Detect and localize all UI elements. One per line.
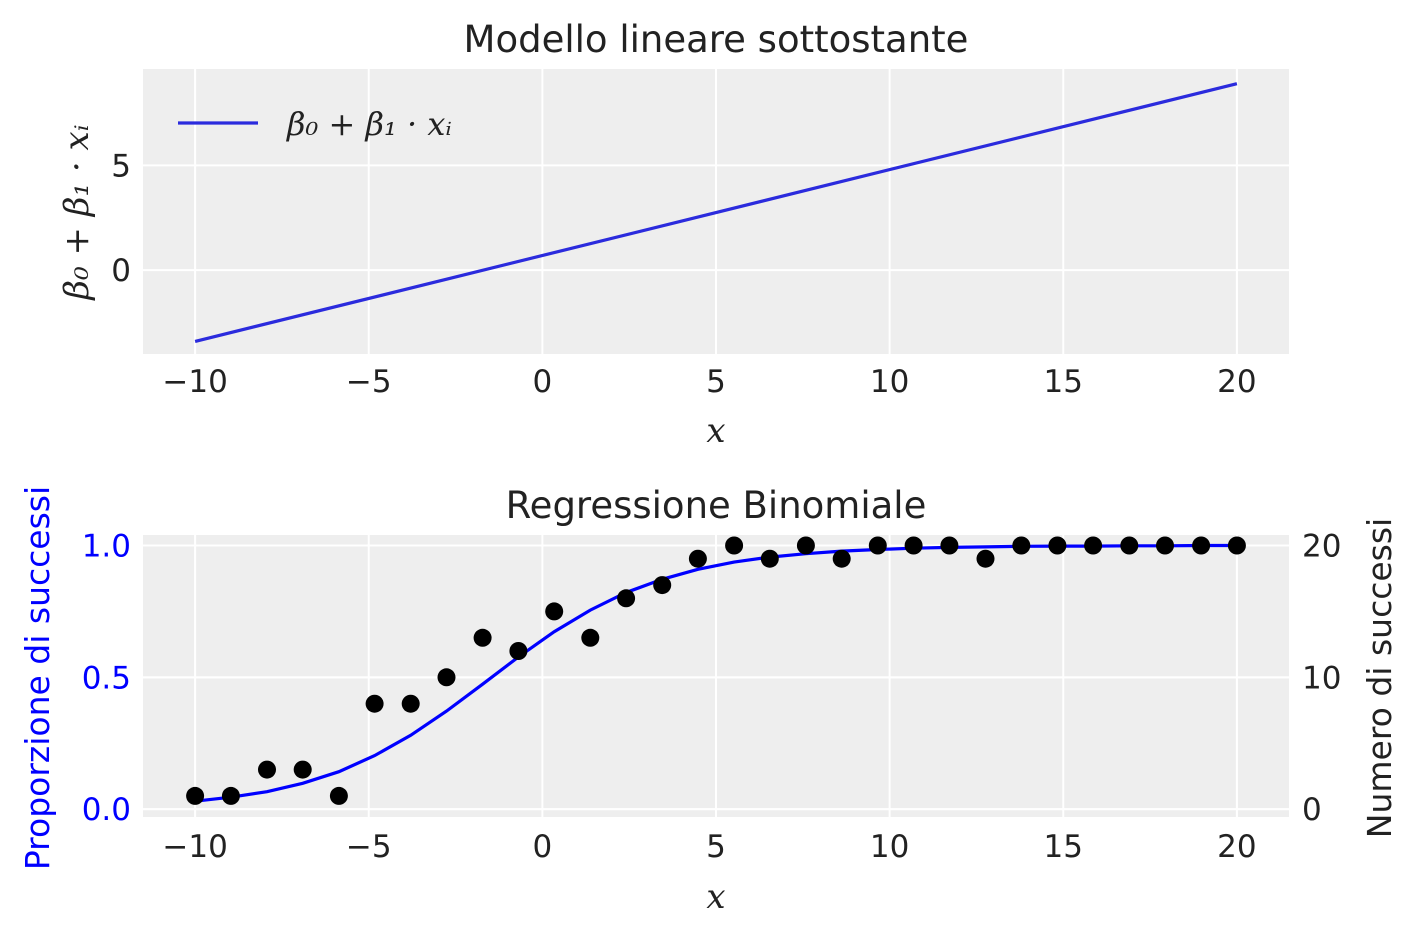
top-grid (143, 69, 1289, 354)
bottom-right-y-label: Numero di successi (1360, 518, 1399, 838)
top-panel: −10 −5 0 5 10 15 20 05 Modello lineare sottost… (57, 18, 1289, 451)
success-count-point (437, 668, 456, 687)
success-count-point (868, 536, 887, 555)
success-count-point (473, 628, 492, 647)
bottom-x-tick-labels: −10 −5 0 5 10 15 20 (162, 829, 1256, 865)
success-count-point (581, 628, 600, 647)
success-count-point (976, 549, 995, 568)
success-count-point (832, 549, 851, 568)
success-count-point (617, 589, 636, 608)
bottom-x-label: x (706, 877, 725, 917)
success-count-point (1084, 536, 1103, 555)
bottom-title: Regressione Binomiale (506, 484, 927, 527)
top-x-tick-label: −5 (346, 364, 392, 400)
success-count-point (1120, 536, 1139, 555)
top-y-tick-label: 0 (111, 253, 131, 289)
bottom-left-y-tick-label: 1.0 (82, 529, 131, 565)
top-line-series (194, 82, 1238, 343)
bottom-left-y-tick-label: 0.0 (82, 792, 131, 828)
top-x-tick-label: 20 (1217, 364, 1256, 400)
success-count-point (1048, 536, 1067, 555)
bottom-right-y-tick-label: 0 (1302, 792, 1322, 828)
bottom-right-y-tick-label: 10 (1302, 660, 1341, 696)
top-x-tick-label: 10 (870, 364, 909, 400)
success-count-point (653, 576, 672, 595)
success-count-point (725, 536, 744, 555)
success-count-point (1192, 536, 1211, 555)
bottom-right-y-tick-labels: 0 10 20 (1302, 529, 1341, 829)
top-x-tick-label: 5 (706, 364, 726, 400)
bottom-left-y-tick-label: 0.5 (82, 660, 131, 696)
success-count-point (509, 642, 528, 660)
bottom-grid (143, 535, 1289, 817)
success-count-point (186, 786, 205, 805)
success-count-point (221, 786, 240, 805)
bottom-panel: −10 −5 0 5 10 15 20 0.0 0.5 1.0 0 10 20 Regression… (18, 484, 1399, 917)
success-count-point (329, 786, 348, 805)
top-x-tick-label: 0 (532, 364, 552, 400)
success-count-point (258, 760, 276, 779)
success-count-point (904, 536, 923, 555)
bottom-right-y-tick-label: 20 (1302, 529, 1341, 565)
legend-label: β₀ + β₁ · xᵢ (286, 105, 452, 143)
success-count-point (293, 760, 312, 779)
success-count-point (796, 536, 815, 555)
success-count-point (1227, 536, 1246, 555)
bottom-x-tick-label: 20 (1217, 829, 1256, 865)
bottom-x-tick-label: 15 (1044, 829, 1083, 865)
success-count-point (545, 602, 564, 621)
bottom-x-tick-label: 5 (706, 829, 726, 865)
bottom-x-tick-label: −5 (346, 829, 392, 865)
success-count-point (1012, 536, 1031, 555)
top-legend: β₀ + β₁ · xᵢ (178, 105, 452, 143)
bottom-x-tick-label: −10 (162, 829, 227, 865)
success-count-point (940, 536, 959, 555)
bottom-x-tick-label: 10 (870, 829, 909, 865)
bottom-x-tick-label: 0 (532, 829, 552, 865)
top-y-label: β₀ + β₁ · xᵢ (57, 124, 97, 301)
top-x-label: x (706, 411, 725, 451)
bottom-left-y-label: Proporzione di successi (18, 486, 57, 870)
top-x-tick-labels: −10 −5 0 5 10 15 20 (162, 364, 1256, 400)
top-y-tick-label: 5 (111, 148, 131, 184)
success-count-point (760, 549, 779, 568)
success-count-points (186, 536, 1246, 805)
top-y-tick-labels: 05 (111, 148, 131, 289)
success-count-point (688, 549, 707, 568)
top-x-tick-label: −10 (162, 364, 227, 400)
top-x-tick-label: 15 (1044, 364, 1083, 400)
success-count-point (1156, 536, 1174, 555)
bottom-left-y-tick-labels: 0.0 0.5 1.0 (82, 529, 131, 829)
success-count-point (401, 694, 420, 713)
success-count-point (365, 694, 384, 713)
top-title: Modello lineare sottostante (464, 18, 969, 61)
